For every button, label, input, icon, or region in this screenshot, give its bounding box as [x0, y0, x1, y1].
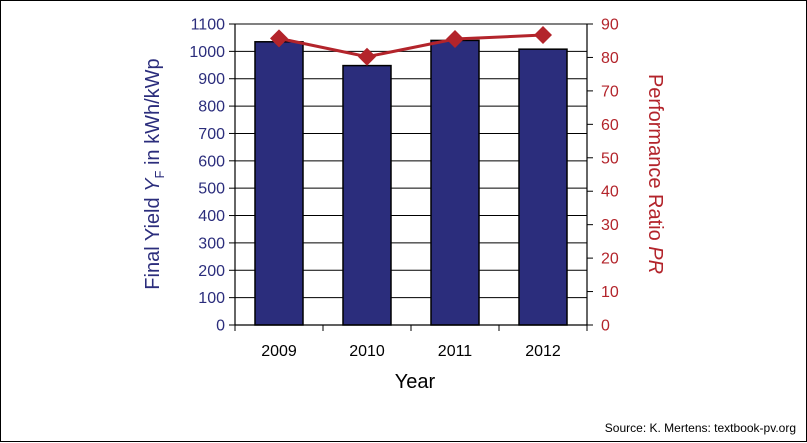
- right-tick-label: 60: [601, 117, 619, 134]
- axes: [229, 23, 593, 331]
- right-tick-label: 10: [601, 284, 619, 301]
- performance-ratio-series: [270, 26, 552, 66]
- right-tick-label: 70: [601, 83, 619, 100]
- x-axis-title: Year: [395, 371, 436, 393]
- performance-ratio-line: [278, 33, 544, 59]
- x-tick-label: 2011: [438, 343, 473, 360]
- bar: [518, 48, 568, 326]
- right-tick-label: 20: [601, 251, 619, 268]
- left-tick-label: 0: [216, 318, 225, 335]
- source-credit: Source: K. Mertens: textbook-pv.org: [605, 421, 796, 435]
- performance-ratio-point: [358, 47, 376, 66]
- left-tick-label: 300: [198, 235, 225, 252]
- performance-ratio-point: [534, 26, 552, 45]
- left-tick-label: 400: [198, 208, 225, 225]
- bar: [254, 41, 304, 326]
- bar: [342, 64, 392, 326]
- left-tick-label: 800: [198, 99, 225, 116]
- left-tick-label: 200: [198, 263, 225, 280]
- left-tick-label: 900: [198, 71, 225, 88]
- tick-labels: 0 100 200 300 400 500 600 700 800 900 1000 1100 0 10 2…: [189, 17, 618, 361]
- left-tick-label: 100: [198, 290, 225, 307]
- left-tick-label: 1000: [189, 44, 225, 61]
- x-tick-label: 2012: [525, 343, 561, 360]
- right-tick-label: 40: [601, 184, 619, 201]
- right-tick-label: 50: [601, 150, 619, 167]
- x-tick-label: 2009: [261, 343, 297, 360]
- right-tick-label: 30: [601, 217, 619, 234]
- performance-ratio-point: [446, 30, 464, 49]
- x-tick-label: 2010: [349, 343, 385, 360]
- right-tick-label: 0: [601, 318, 610, 335]
- left-tick-label: 500: [198, 181, 225, 198]
- left-tick-label: 1100: [191, 17, 226, 34]
- right-axis-title: Performance Ratio PR: [644, 74, 666, 274]
- left-axis-title: Final Yield YF in kWh/kWp: [142, 58, 167, 289]
- bar: [430, 39, 480, 326]
- left-tick-label: 600: [198, 153, 225, 170]
- right-tick-label: 90: [601, 17, 619, 34]
- performance-ratio-point: [270, 29, 288, 48]
- bar-series: [254, 39, 568, 326]
- right-tick-label: 80: [601, 50, 619, 67]
- left-tick-label: 700: [198, 126, 225, 143]
